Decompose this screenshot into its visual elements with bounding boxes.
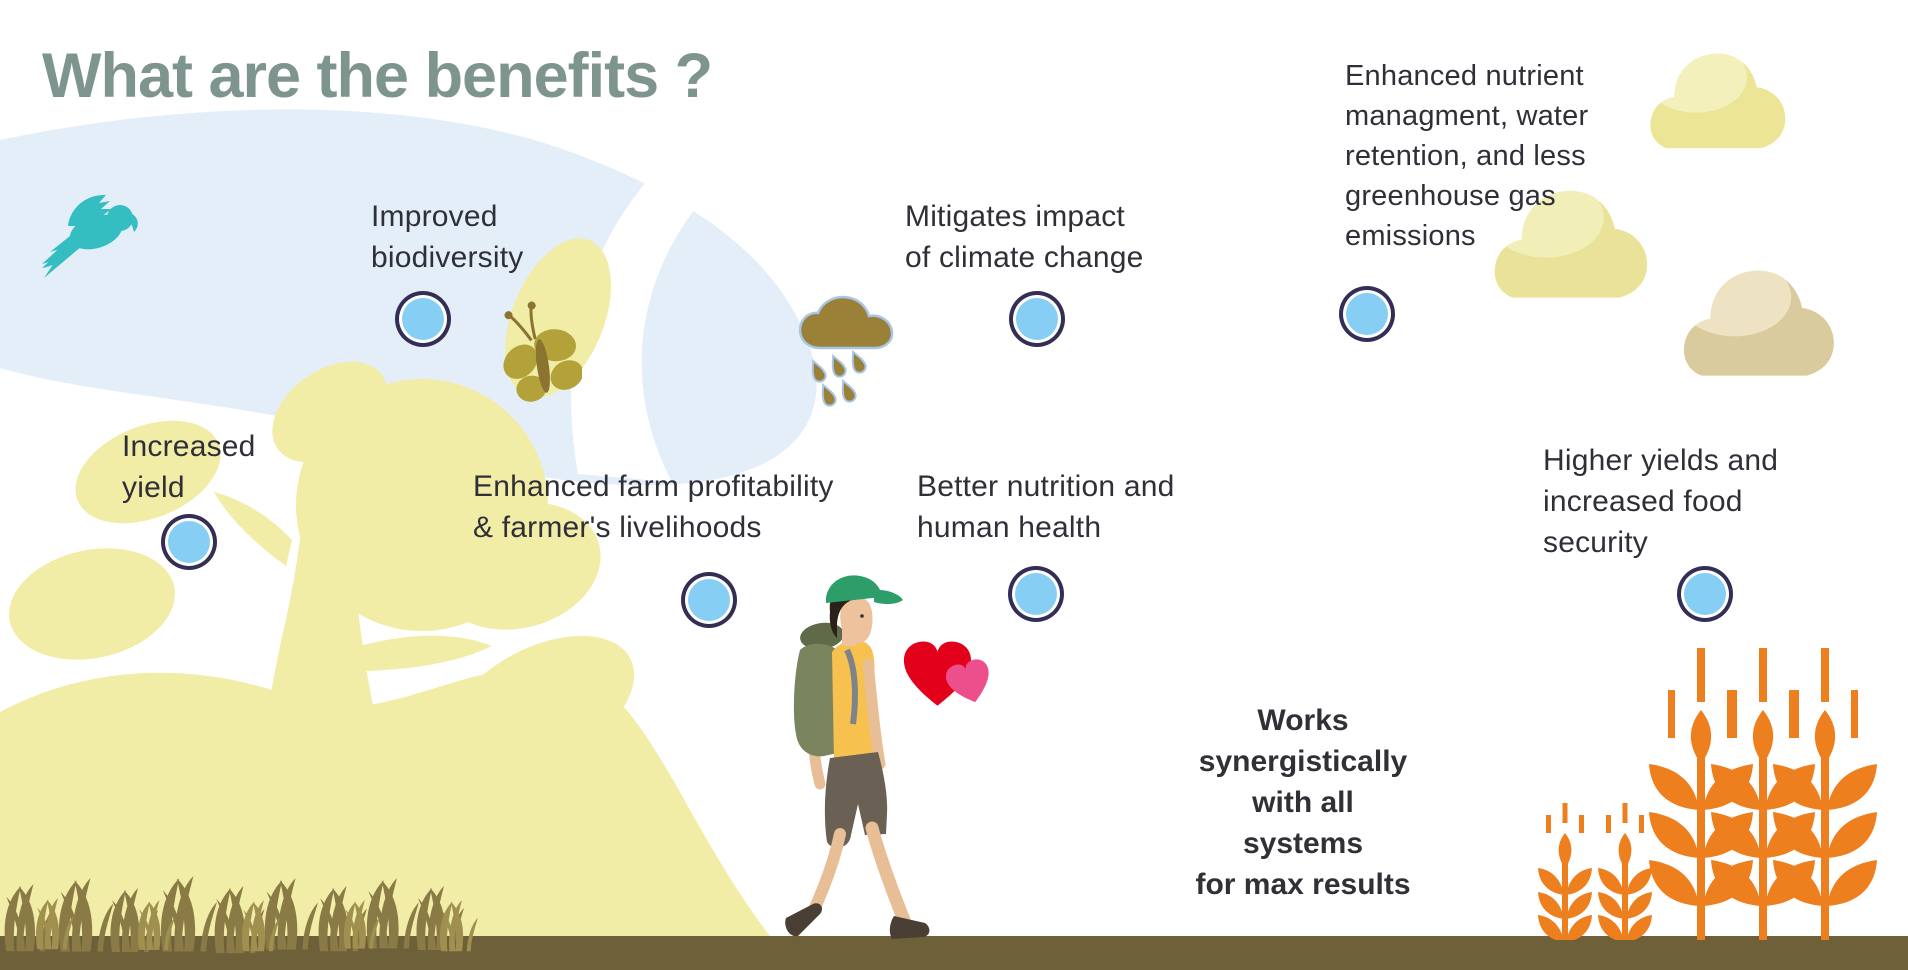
benefit-label-better-nutrition: Better nutrition and human health — [917, 470, 1175, 544]
benefit-marker-nutrient-management — [1346, 293, 1388, 335]
synergy-callout: Works synergistically with all systems f… — [1195, 704, 1411, 901]
benefit-label-increased-yield: Increased yield — [122, 430, 256, 504]
benefit-label-nutrient-management: Enhanced nutrient managment, water reten… — [1345, 60, 1589, 252]
rain-cloud-icon — [798, 295, 894, 407]
page-title: What are the benefits ? — [42, 41, 713, 111]
hiker-illustration — [785, 575, 930, 939]
hearts-icon — [903, 641, 989, 706]
bird-icon — [42, 194, 138, 278]
benefit-label-higher-yields-food-security: Higher yields and increased food securit… — [1543, 444, 1779, 559]
butterfly-icon — [503, 301, 582, 402]
sky-wave — [571, 96, 782, 482]
benefit-label-improved-biodiversity: Improved biodiversity — [371, 200, 524, 274]
benefit-marker-farm-profitability — [688, 579, 730, 621]
ground-strip — [0, 936, 1908, 970]
wheat-icon — [1630, 640, 1890, 940]
wheat-icon — [1528, 803, 1658, 940]
benefit-marker-higher-yields-food-security — [1684, 573, 1726, 615]
benefit-marker-increased-yield — [168, 521, 210, 563]
grass-icon — [4, 876, 478, 954]
hill-illustration — [0, 666, 782, 970]
cloud-icon — [1683, 270, 1834, 376]
benefit-label-mitigates-climate-impact: Mitigates impact of climate change — [905, 200, 1144, 274]
cloud-icon — [1494, 190, 1648, 298]
benefit-marker-mitigates-climate-impact — [1016, 298, 1058, 340]
cloud-icon — [1650, 53, 1786, 149]
benefit-label-farm-profitability: Enhanced farm profitability & farmer's l… — [473, 470, 834, 544]
benefit-marker-better-nutrition — [1015, 573, 1057, 615]
benefit-marker-improved-biodiversity — [402, 298, 444, 340]
